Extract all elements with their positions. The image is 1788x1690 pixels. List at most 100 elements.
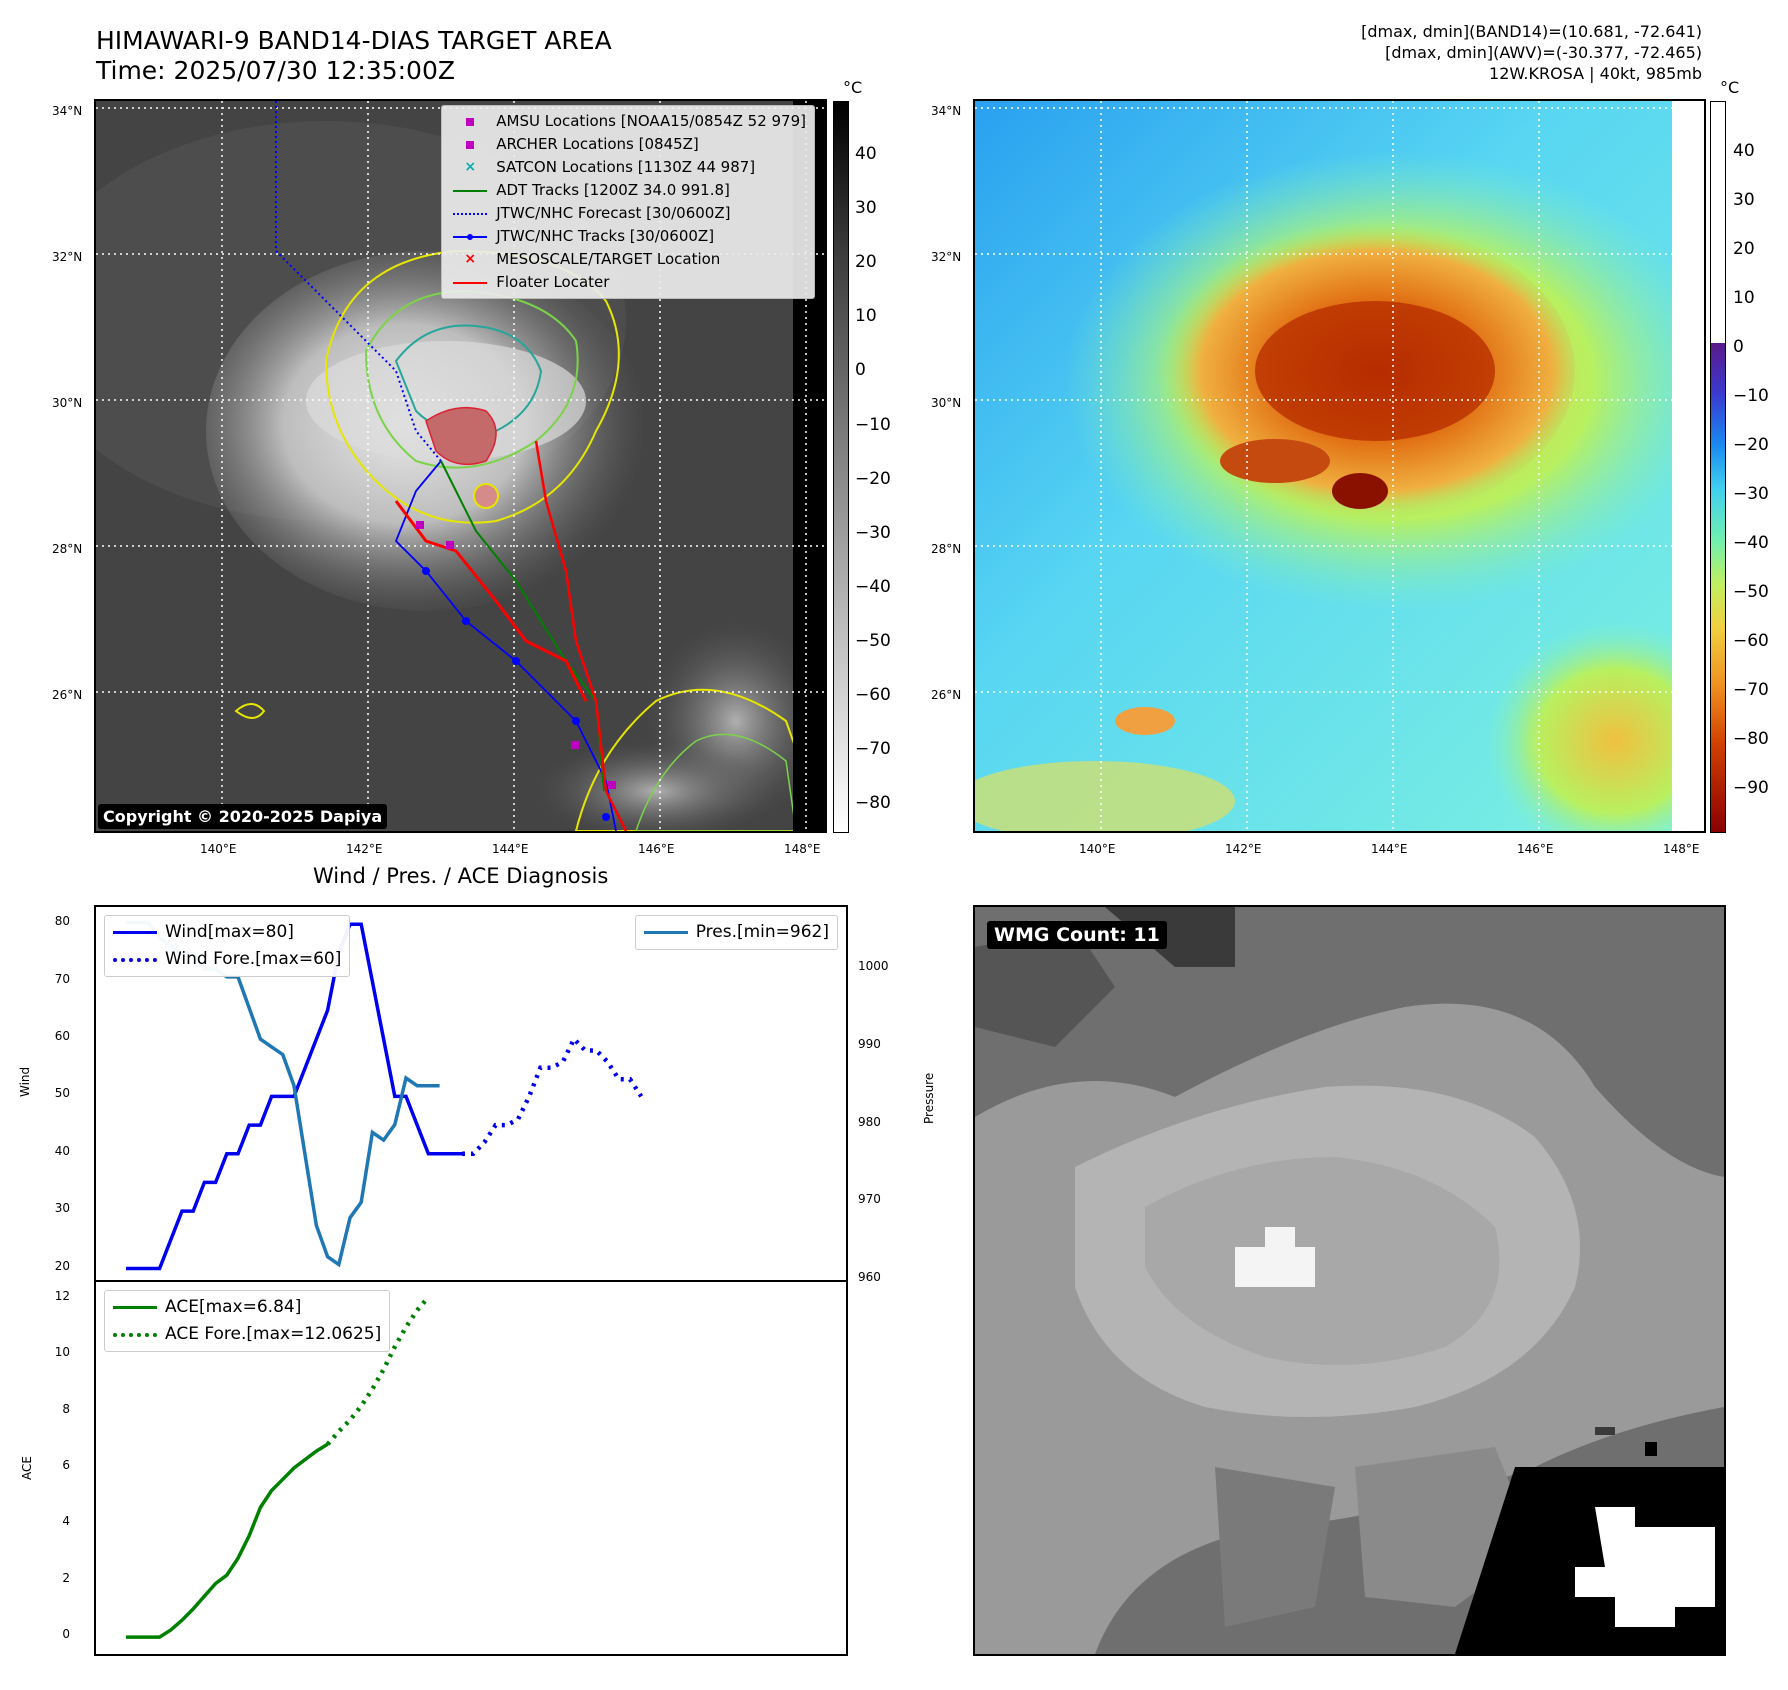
colorbar-tick-label: 30 bbox=[855, 198, 877, 219]
lat-label: 34°N bbox=[52, 104, 83, 118]
legend-entry-mesoscale: × MESOSCALE/TARGET Location bbox=[450, 248, 806, 271]
colorbar-tick-label: −10 bbox=[855, 414, 891, 435]
magenta-square-icon bbox=[450, 117, 490, 126]
legend-entry-wind: Wind[max=80] bbox=[113, 919, 341, 946]
ace-series-line bbox=[126, 1442, 329, 1639]
legend-entry-pres: Pres.[min=962] bbox=[643, 919, 829, 946]
colorbar-tick-label: −60 bbox=[1733, 631, 1769, 651]
lat-label: 26°N bbox=[931, 688, 962, 702]
colorbar-tick-label: −70 bbox=[1733, 680, 1769, 700]
awv-colorbar bbox=[1710, 101, 1726, 833]
axis-tick-label: 40 bbox=[54, 1143, 70, 1158]
wmg-image bbox=[975, 907, 1724, 1654]
axis-tick-label: 70 bbox=[54, 971, 70, 986]
colorbar-tick-label: −40 bbox=[1733, 533, 1769, 553]
axis-tick-label: 30 bbox=[54, 1201, 70, 1216]
pres-legend: Pres.[min=962] bbox=[634, 915, 838, 950]
wind-legend: Wind[max=80] Wind Fore.[max=60] bbox=[104, 915, 351, 977]
colorbar-tick-label: −20 bbox=[855, 468, 891, 489]
legend-entry-floater: Floater Locater bbox=[450, 271, 806, 294]
legend-entry-wind-fore: Wind Fore.[max=60] bbox=[113, 946, 341, 973]
awv-range-info: [dmax, dmin](AWV)=(-30.377, -72.465) bbox=[1385, 43, 1702, 62]
axis-tick-label: 970 bbox=[858, 1192, 881, 1207]
blue-line-icon bbox=[113, 931, 157, 934]
legend-entry-jtwc-forecast: JTWC/NHC Forecast [30/0600Z] bbox=[450, 202, 806, 225]
lon-label: 140°E bbox=[200, 842, 237, 856]
lon-label: 144°E bbox=[1371, 842, 1408, 856]
cyan-x-icon: × bbox=[464, 159, 477, 175]
colorbar-tick-label: −10 bbox=[1733, 386, 1769, 406]
wind-axis-label: Wind bbox=[18, 1066, 32, 1097]
colorbar-tick-label: 30 bbox=[1733, 190, 1755, 210]
axis-tick-label: 980 bbox=[858, 1114, 881, 1129]
green-line-icon bbox=[113, 1306, 157, 1309]
colorbar-tick-label: −40 bbox=[855, 576, 891, 597]
colorbar-tick-label: −70 bbox=[855, 739, 891, 760]
colorbar-unit: °C bbox=[843, 78, 863, 97]
ace-axis-label: ACE bbox=[20, 1456, 34, 1480]
lon-label: 146°E bbox=[638, 842, 675, 856]
chart-time: Time: 2025/07/30 12:35:00Z bbox=[96, 56, 455, 85]
green-line-icon bbox=[450, 189, 490, 192]
ir-colorbar bbox=[833, 101, 849, 833]
legend-entry-adt: ADT Tracks [1200Z 34.0 991.8] bbox=[450, 179, 806, 202]
wind-forecast-series-line bbox=[462, 1035, 644, 1157]
colorbar-tick-label: 0 bbox=[1733, 337, 1744, 357]
legend-entry-ace: ACE[max=6.84] bbox=[113, 1294, 381, 1321]
legend-entry-amsu: AMSU Locations [NOAA15/0854Z 52 979] bbox=[450, 110, 806, 133]
lat-label: 30°N bbox=[52, 396, 83, 410]
axis-tick-label: 20 bbox=[54, 1258, 70, 1273]
lat-label: 28°N bbox=[931, 542, 962, 556]
axis-tick-label: 2 bbox=[62, 1570, 70, 1585]
colorbar-tick-label: −50 bbox=[1733, 582, 1769, 602]
green-dotted-line-icon bbox=[113, 1332, 157, 1337]
wmg-count-label: WMG Count: 11 bbox=[987, 921, 1167, 949]
ace-forecast-series-line bbox=[325, 1295, 431, 1446]
colorbar-tick-label: 40 bbox=[1733, 141, 1755, 161]
axis-tick-label: 12 bbox=[54, 1288, 70, 1303]
colorbar-tick-label: −60 bbox=[855, 685, 891, 705]
colorbar-tick-label: −30 bbox=[1733, 484, 1769, 504]
chart-title: HIMAWARI-9 BAND14-DIAS TARGET AREA bbox=[96, 26, 612, 55]
lon-label: 142°E bbox=[346, 842, 383, 856]
wmg-panel: WMG Count: 11 bbox=[973, 905, 1726, 1656]
legend-entry-satcon: × SATCON Locations [1130Z 44 987] bbox=[450, 156, 806, 179]
colorbar-tick-label: 10 bbox=[1733, 288, 1755, 308]
colorbar-unit: °C bbox=[1720, 78, 1740, 97]
colorbar-tick-label: 20 bbox=[1733, 239, 1755, 259]
lat-label: 30°N bbox=[931, 396, 962, 410]
awv-map-image bbox=[975, 101, 1704, 831]
colorbar-tick-label: −80 bbox=[1733, 729, 1769, 749]
ace-panel: ACE[max=6.84] ACE Fore.[max=12.0625] bbox=[94, 1280, 848, 1656]
ir-map-panel: AMSU Locations [NOAA15/0854Z 52 979] ARC… bbox=[94, 99, 827, 833]
lat-label: 26°N bbox=[52, 688, 83, 702]
blue-line-dot-icon bbox=[450, 233, 490, 241]
legend-entry-jtwc-tracks: JTWC/NHC Tracks [30/0600Z] bbox=[450, 225, 806, 248]
steelblue-line-icon bbox=[643, 931, 688, 934]
lon-label: 148°E bbox=[1663, 842, 1700, 856]
ace-plot bbox=[126, 1295, 431, 1639]
axis-tick-label: 6 bbox=[62, 1458, 70, 1472]
axis-tick-label: 960 bbox=[858, 1270, 881, 1284]
colorbar-tick-label: −90 bbox=[1733, 778, 1769, 798]
awv-map-panel bbox=[973, 99, 1706, 833]
wind-pres-panel: Wind[max=80] Wind Fore.[max=60] Pres.[mi… bbox=[94, 905, 848, 1282]
axis-tick-label: 4 bbox=[62, 1514, 70, 1529]
red-line-icon bbox=[450, 281, 490, 284]
lon-label: 144°E bbox=[492, 842, 529, 856]
colorbar-tick-label: −30 bbox=[855, 522, 891, 543]
axis-tick-label: 8 bbox=[62, 1401, 70, 1416]
blue-dotted-line-icon bbox=[113, 957, 157, 962]
lon-label: 148°E bbox=[784, 842, 821, 856]
lon-label: 146°E bbox=[1517, 842, 1554, 856]
axis-tick-label: 990 bbox=[858, 1036, 881, 1051]
copyright-label: Copyright © 2020-2025 Dapiya bbox=[98, 804, 388, 829]
pressure-axis-label: Pressure bbox=[922, 1072, 936, 1124]
ace-legend: ACE[max=6.84] ACE Fore.[max=12.0625] bbox=[104, 1290, 391, 1352]
legend-entry-ace-fore: ACE Fore.[max=12.0625] bbox=[113, 1321, 381, 1348]
colorbar-tick-label: −80 bbox=[855, 793, 891, 814]
diag-title: Wind / Pres. / ACE Diagnosis bbox=[313, 864, 609, 888]
blue-dotted-line-icon bbox=[450, 212, 490, 215]
axis-tick-label: 80 bbox=[54, 914, 70, 929]
lat-label: 32°N bbox=[52, 250, 83, 264]
